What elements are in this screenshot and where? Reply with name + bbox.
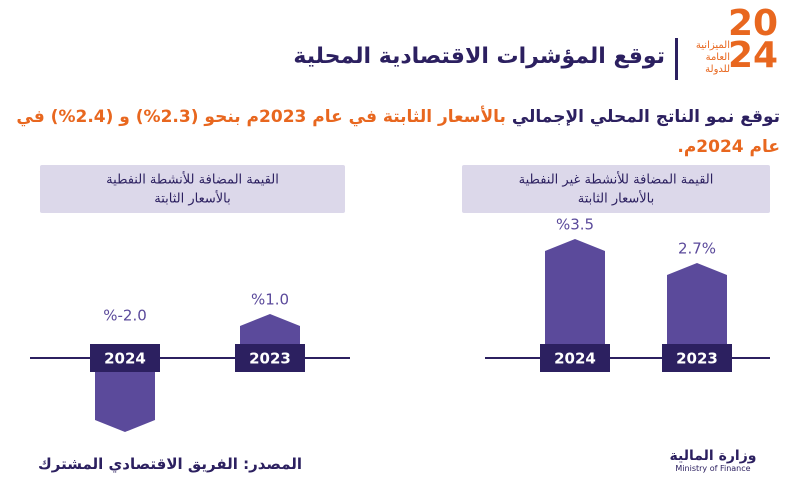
panel-header	[462, 165, 770, 213]
bar	[545, 239, 605, 344]
value-label: 2.7%	[678, 240, 716, 258]
value-label: %-2.0	[103, 307, 147, 325]
page-title: توقع المؤشرات الاقتصادية المحلية	[293, 44, 665, 69]
logo-year: 20	[728, 3, 779, 44]
logo-line: الميزانية	[695, 40, 730, 51]
panel-subtitle: بالأسعار الثابتة	[154, 190, 231, 207]
title-divider	[675, 38, 678, 80]
bar	[95, 372, 155, 432]
logo-year: 24	[728, 35, 779, 76]
ministry-logo: وزارة المالية Ministry of Finance	[668, 448, 758, 473]
panel-title: القيمة المضافة للأنشطة النفطية	[106, 171, 279, 188]
ministry-ar: وزارة المالية	[669, 448, 757, 464]
bar	[240, 314, 300, 344]
ministry-en: Ministry of Finance	[675, 464, 751, 473]
panel-title: القيمة المضافة للأنشطة غير النفطية	[519, 171, 714, 188]
bar	[667, 263, 727, 344]
year-box	[540, 344, 610, 372]
summary: توقع نمو الناتج المحلي الإجمالي بالأسعار…	[10, 102, 780, 162]
logo: 20 24	[728, 3, 779, 76]
year-box	[235, 344, 305, 372]
logo-text: الميزانية العامة للدولة	[690, 40, 730, 76]
summary-lead: توقع نمو الناتج المحلي الإجمالي	[511, 107, 780, 127]
logo-line: للدولة	[705, 64, 730, 75]
summary-rest: بالأسعار الثابتة في عام 2023م بنحو (2.3%…	[16, 107, 780, 157]
panel-header	[40, 165, 345, 213]
x-tick-label: 2024	[554, 350, 596, 368]
value-label: %1.0	[251, 291, 289, 309]
x-tick-label: 2023	[676, 350, 718, 368]
year-box	[662, 344, 732, 372]
panel-subtitle: بالأسعار الثابتة	[578, 190, 655, 207]
source: المصدر: الفريق الاقتصادي المشترك	[38, 455, 303, 473]
logo-line: العامة	[705, 52, 730, 63]
year-box	[90, 344, 160, 372]
x-tick-label: 2023	[249, 350, 291, 368]
x-tick-label: 2024	[104, 350, 146, 368]
value-label: %3.5	[556, 216, 594, 234]
